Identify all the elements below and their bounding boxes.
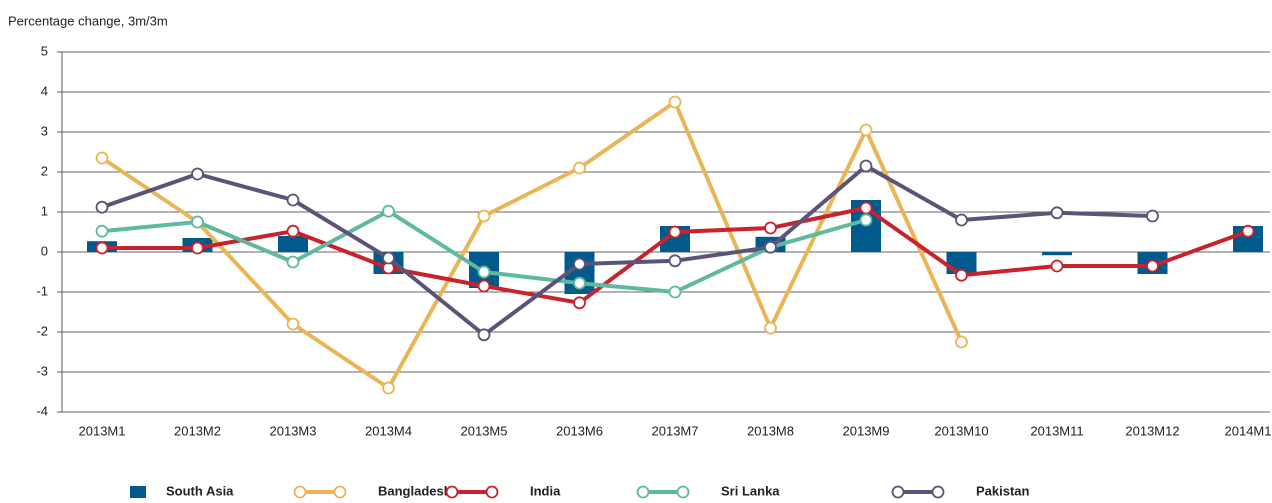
x-tick-label: 2013M6 (556, 423, 603, 438)
point-marker (286, 224, 300, 238)
y-tick-label: -3 (36, 363, 48, 378)
point-marker (477, 265, 491, 279)
bar (1042, 252, 1072, 256)
point-marker (955, 268, 968, 282)
y-tick-label: 4 (41, 83, 48, 98)
y-tick-label: 0 (41, 243, 48, 258)
point-marker (477, 328, 491, 342)
point-marker (764, 240, 777, 254)
legend-marker (445, 485, 459, 499)
legend-label: India (530, 483, 561, 498)
point-marker (477, 279, 491, 293)
point-marker (859, 159, 873, 173)
series-line (100, 100, 964, 390)
x-tick-label: 2014M1 (1225, 423, 1272, 438)
point-marker (286, 317, 300, 331)
point-marker (286, 193, 300, 207)
point-marker (95, 151, 109, 165)
point-marker (382, 204, 395, 218)
point-marker (764, 221, 777, 235)
legend-item: South Asia (130, 483, 234, 498)
point-marker (955, 335, 968, 349)
legend-marker (636, 485, 650, 499)
point-marker (859, 123, 873, 137)
point-marker (1146, 209, 1159, 223)
point-marker (382, 251, 395, 265)
legend-label: South Asia (166, 483, 234, 498)
point-marker (859, 213, 873, 227)
x-tick-label: 2013M8 (747, 423, 794, 438)
legend-item: Bangladesh (293, 483, 452, 499)
point-marker (95, 241, 109, 255)
point-marker (95, 224, 109, 238)
x-tick-label: 2013M7 (652, 423, 699, 438)
point-marker (286, 255, 300, 269)
legend-marker (891, 485, 905, 499)
point-marker (1050, 206, 1064, 220)
y-tick-label: 3 (41, 123, 48, 138)
series-line (101, 164, 1153, 337)
legend-marker (676, 485, 690, 499)
point-marker (1050, 259, 1064, 273)
legend-label: Bangladesh (378, 483, 452, 498)
point-marker (191, 167, 204, 181)
point-marker (668, 95, 682, 109)
bar (278, 236, 308, 252)
legend-item: Pakistan (891, 483, 1030, 499)
y-axis-label: Percentage change, 3m/3m (8, 13, 168, 28)
x-tick-label: 2013M3 (270, 423, 317, 438)
x-tick-label: 2013M12 (1125, 423, 1179, 438)
point-marker (573, 257, 586, 271)
point-marker (191, 241, 204, 255)
point-marker (95, 200, 109, 214)
point-marker (668, 285, 682, 299)
y-tick-label: -2 (36, 323, 48, 338)
point-marker (955, 213, 968, 227)
point-marker (477, 209, 491, 223)
point-marker (668, 225, 682, 239)
point-marker (382, 381, 395, 395)
point-marker (1146, 259, 1159, 273)
point-marker (573, 276, 586, 290)
point-marker (859, 201, 873, 215)
legend-label: Pakistan (976, 483, 1030, 498)
legend-item: Sri Lanka (636, 483, 780, 499)
legend-marker (333, 485, 347, 499)
markers (95, 95, 1255, 395)
point-marker (573, 161, 586, 175)
legend-marker (931, 485, 945, 499)
y-tick-label: -1 (36, 283, 48, 298)
y-tick-label: 1 (41, 203, 48, 218)
point-marker (764, 321, 777, 335)
point-marker (1241, 224, 1255, 238)
x-tick-label: 2013M2 (174, 423, 221, 438)
point-marker (191, 215, 204, 229)
legend-swatch (130, 486, 146, 498)
y-tick-label: -4 (36, 403, 48, 418)
x-tick-label: 2013M5 (461, 423, 508, 438)
x-tick-label: 2013M11 (1030, 423, 1083, 438)
x-tick-label: 2013M1 (79, 423, 126, 438)
x-tick-label: 2013M10 (934, 423, 988, 438)
legend-marker (293, 485, 307, 499)
x-tick-label: 2013M9 (843, 423, 890, 438)
y-tick-label: 5 (41, 43, 48, 58)
point-marker (668, 254, 682, 268)
x-tick-label: 2013M4 (365, 423, 412, 438)
legend-item: India (445, 483, 561, 499)
legend-label: Sri Lanka (721, 483, 780, 498)
legend-marker (485, 485, 499, 499)
point-marker (573, 296, 586, 310)
y-tick-label: 2 (41, 163, 48, 178)
